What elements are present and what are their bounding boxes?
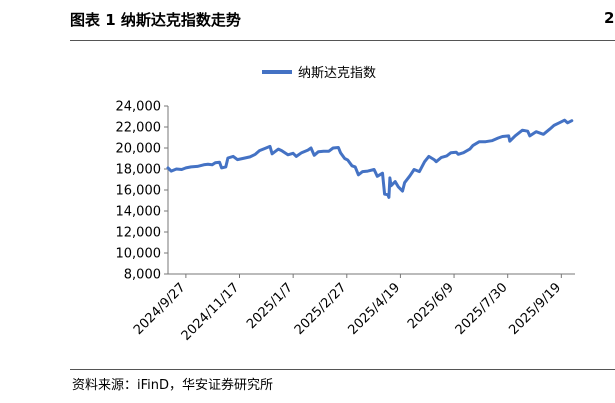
y-tick-label: 20,000 xyxy=(116,142,162,157)
legend-label: 纳斯达克指数 xyxy=(298,66,376,81)
x-tick-label: 2025/9/19 xyxy=(506,280,564,338)
x-tick-label: 2025/4/19 xyxy=(345,280,403,338)
x-tick-label: 2024/9/27 xyxy=(131,280,189,338)
series-line-nasdaq xyxy=(166,118,574,199)
x-tick-label: 2025/7/30 xyxy=(453,280,511,338)
x-tick-label: 2025/6/9 xyxy=(405,280,457,332)
figure-edge-mark: 2 xyxy=(604,9,615,27)
figure-title: 图表 1 纳斯达克指数走势 xyxy=(70,11,241,29)
x-tick-label: 2024/11/17 xyxy=(179,280,243,344)
y-tick-label: 10,000 xyxy=(116,247,162,262)
chart-legend: 纳斯达克指数 xyxy=(262,66,376,81)
y-tick-label: 16,000 xyxy=(116,184,162,199)
title-rule xyxy=(70,40,615,41)
y-tick-label: 22,000 xyxy=(116,121,162,136)
x-tick-label: 2025/2/27 xyxy=(292,280,350,338)
plot-area xyxy=(166,118,574,199)
y-tick-label: 18,000 xyxy=(116,163,162,178)
y-tick-label: 24,000 xyxy=(116,100,162,115)
y-tick-label: 8,000 xyxy=(124,268,161,283)
x-tick-label: 2025/1/7 xyxy=(244,280,296,332)
y-axis: 8,000 10,000 12,000 14,000 16,000 18,000 20,00… xyxy=(116,100,169,283)
source-rule xyxy=(70,369,615,370)
y-tick-label: 14,000 xyxy=(116,205,162,220)
figure-source: 资料来源：iFinD，华安证券研究所 xyxy=(72,378,274,393)
y-tick-label: 12,000 xyxy=(116,226,162,241)
